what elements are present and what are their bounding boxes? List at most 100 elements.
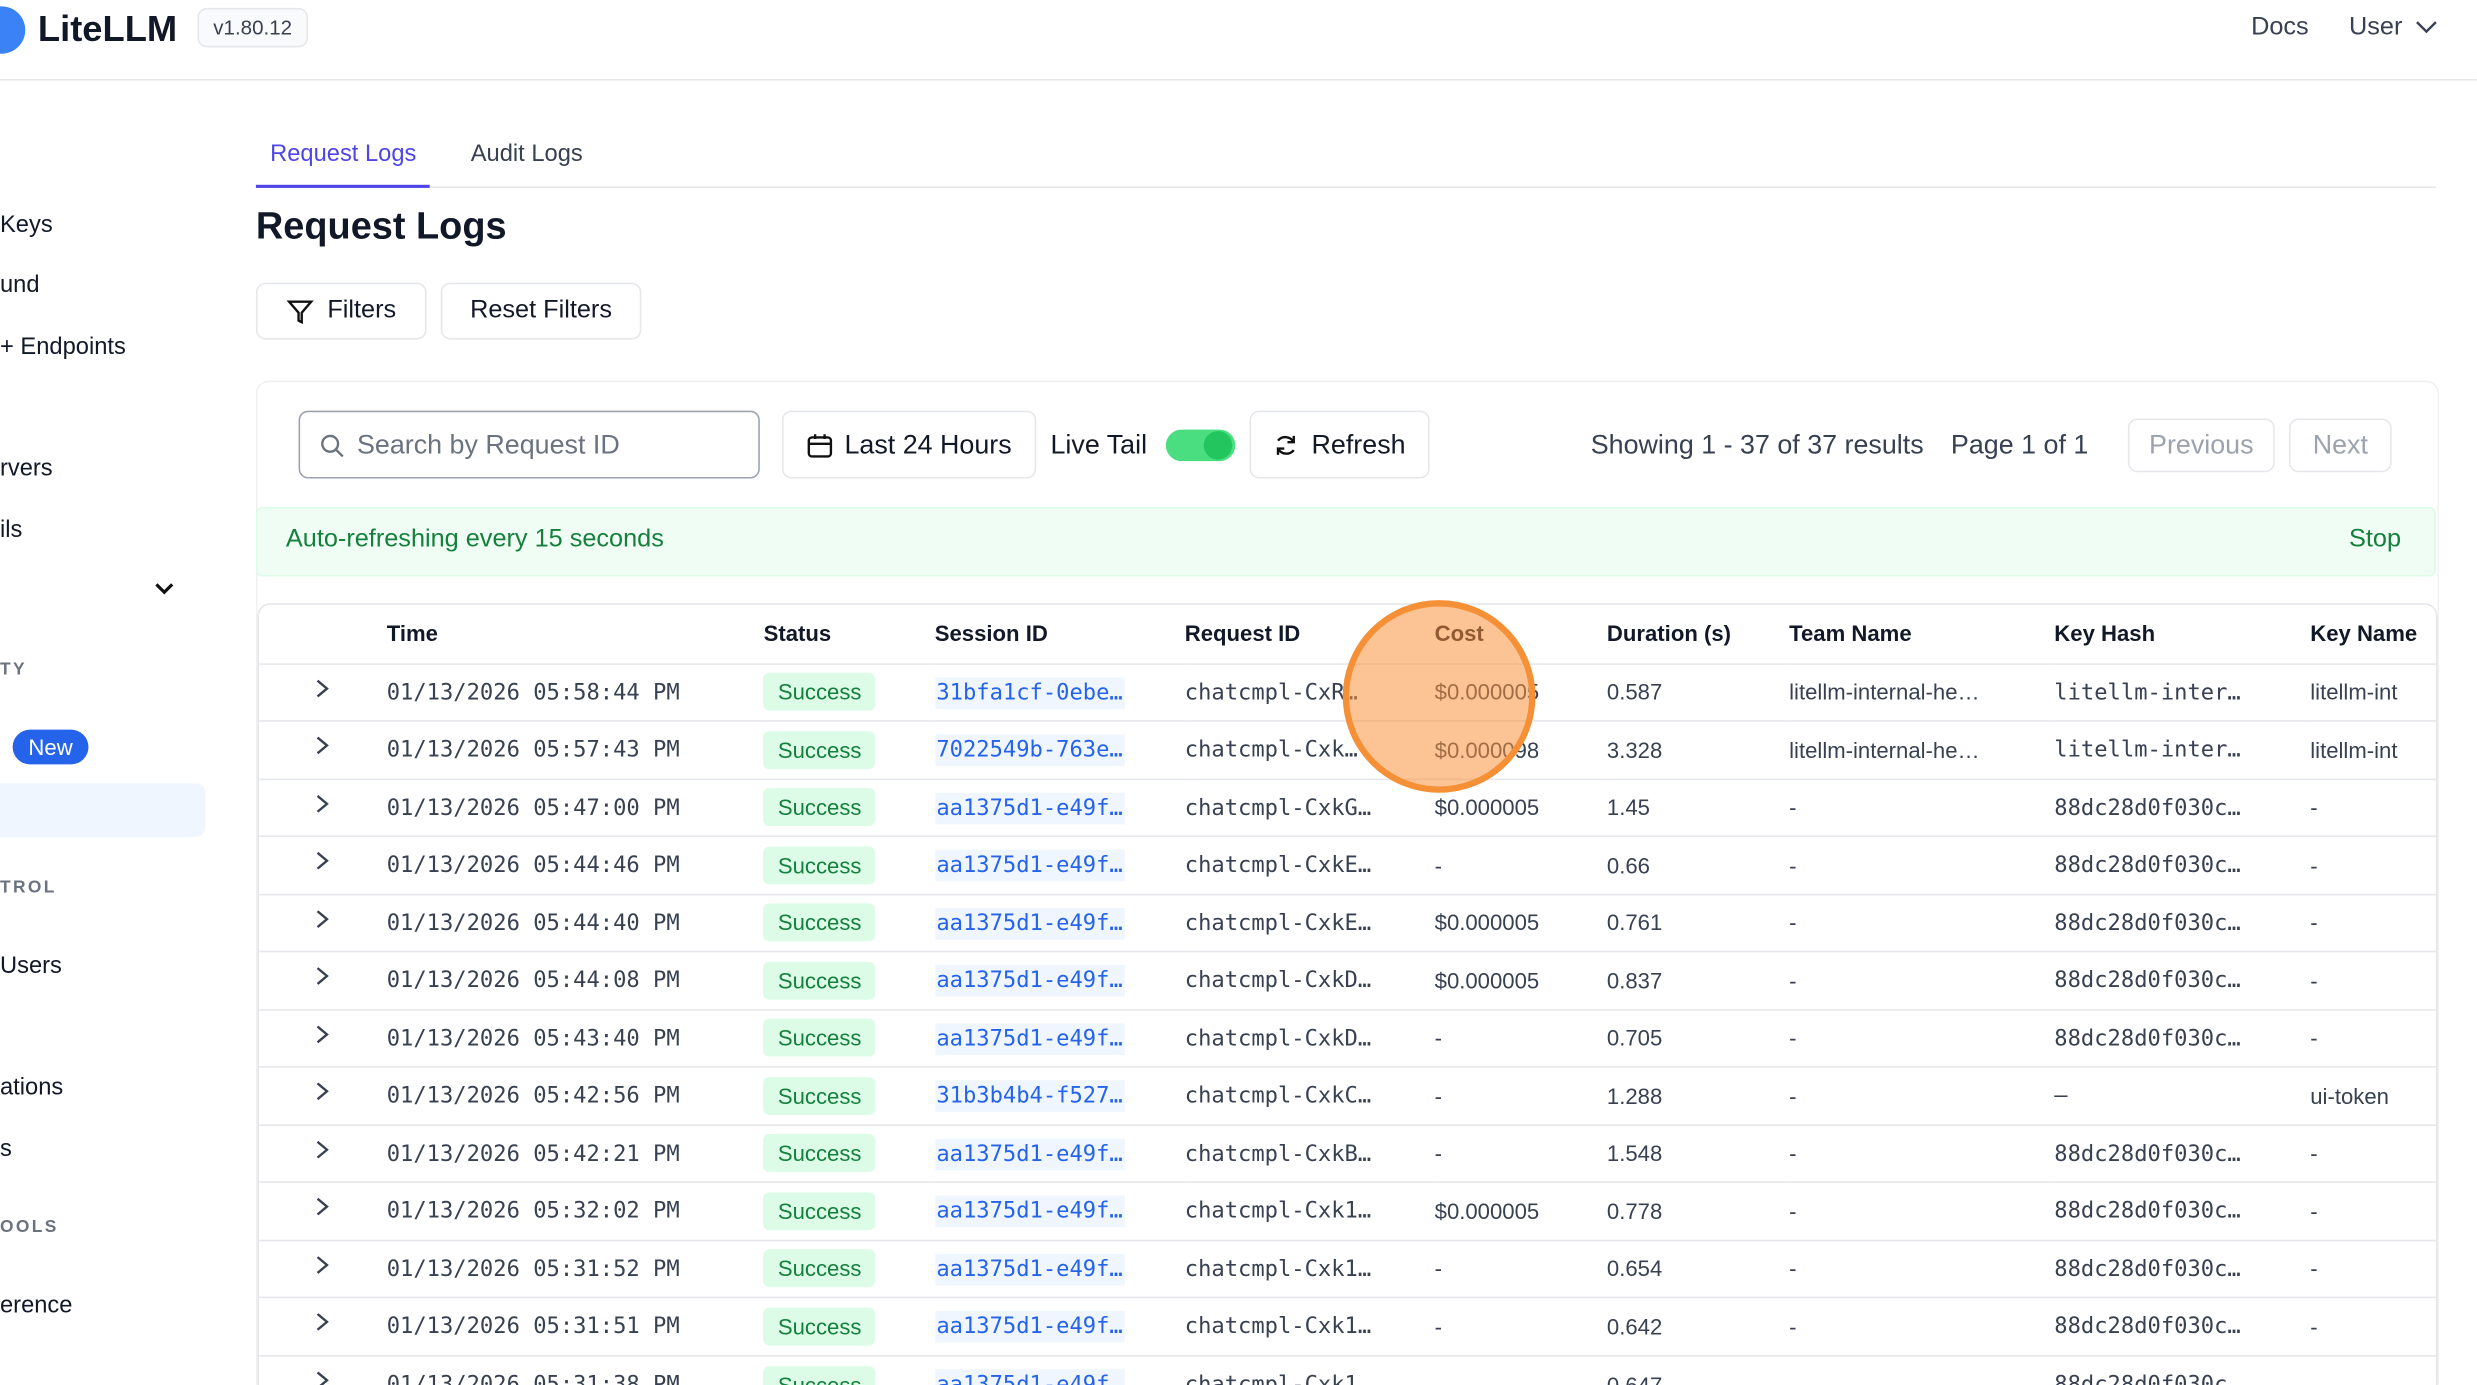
cell: – bbox=[2054, 1067, 2310, 1125]
time-range-button[interactable]: Last 24 Hours bbox=[781, 410, 1037, 479]
expand-icon[interactable] bbox=[315, 1369, 331, 1385]
sidebar-item[interactable]: ils bbox=[0, 516, 23, 544]
expand-cell[interactable] bbox=[259, 1009, 387, 1067]
previous-label[interactable]: Previous bbox=[2149, 429, 2254, 460]
log-row[interactable]: 01/13/2026 05:42:21 PM Success aa1375d1-e4… bbox=[259, 1124, 2436, 1182]
session-link[interactable]: aa1375d1-e49f… bbox=[934, 1138, 1125, 1170]
next-button[interactable]: Next bbox=[2288, 418, 2392, 473]
session-link[interactable]: aa1375d1-e49f… bbox=[934, 1369, 1125, 1385]
expand-cell[interactable] bbox=[259, 1067, 387, 1125]
expand-cell[interactable] bbox=[259, 836, 387, 894]
cell: - bbox=[1789, 894, 2054, 952]
session-link[interactable]: aa1375d1-e49f… bbox=[934, 1022, 1125, 1055]
sidebar-item[interactable]: und bbox=[0, 271, 40, 299]
log-row[interactable]: 01/13/2026 05:42:56 PM Success 31b3b4b4-f5… bbox=[259, 1066, 2436, 1125]
log-row[interactable]: 01/13/2026 05:44:46 PM Success aa1375d1-e4… bbox=[259, 836, 2436, 894]
expand-icon[interactable] bbox=[315, 1254, 331, 1276]
expand-cell[interactable] bbox=[259, 721, 387, 779]
expand-cell[interactable] bbox=[259, 1124, 387, 1182]
docs-link[interactable]: Docs bbox=[2251, 14, 2309, 42]
cell: 88dc28d0f030c… bbox=[2054, 779, 2310, 837]
expand-cell[interactable] bbox=[259, 1182, 387, 1240]
expand-cell[interactable] bbox=[259, 894, 387, 952]
expand-icon[interactable] bbox=[315, 735, 331, 757]
session-link[interactable]: 7022549b-763e… bbox=[934, 734, 1125, 767]
search-placeholder[interactable]: Search by Request ID bbox=[357, 428, 620, 459]
sidebar-item[interactable]: erence bbox=[0, 1291, 73, 1319]
session-link[interactable]: aa1375d1-e49f… bbox=[934, 1253, 1125, 1286]
cell-text: 88dc28d0f030c… bbox=[2054, 910, 2241, 937]
expand-cell[interactable] bbox=[259, 779, 387, 837]
expand-cell[interactable] bbox=[259, 952, 387, 1010]
tab-active[interactable]: Request Logs bbox=[270, 140, 417, 168]
log-row[interactable]: 01/13/2026 05:32:02 PM Success aa1375d1-e4… bbox=[259, 1182, 2436, 1240]
filters-button[interactable]: Filters bbox=[255, 282, 427, 340]
sidebar-item[interactable]: + Endpoints bbox=[0, 333, 126, 361]
cell-text: chatcmpl-Cxk1… bbox=[1185, 1372, 1371, 1385]
expand-icon[interactable] bbox=[315, 792, 331, 814]
session-link[interactable]: aa1375d1-e49f… bbox=[934, 792, 1125, 824]
expand-icon[interactable] bbox=[315, 965, 331, 987]
cell: 01/13/2026 05:32:02 PM bbox=[387, 1182, 764, 1240]
cell: 01/13/2026 05:42:56 PM bbox=[387, 1067, 764, 1125]
log-row[interactable]: 01/13/2026 05:47:00 PM Success aa1375d1-e4… bbox=[259, 778, 2436, 837]
session-link[interactable]: aa1375d1-e49f… bbox=[934, 965, 1125, 997]
session-link[interactable]: 31b3b4b4-f527… bbox=[934, 1080, 1125, 1113]
sidebar-item[interactable]: rvers bbox=[0, 454, 53, 482]
expand-cell[interactable] bbox=[259, 663, 387, 721]
sidebar-item[interactable]: Keys bbox=[0, 211, 53, 239]
cell: Success bbox=[763, 663, 935, 721]
cell: Success bbox=[763, 1009, 935, 1067]
session-link[interactable]: aa1375d1-e49f… bbox=[934, 1195, 1125, 1228]
next-label[interactable]: Next bbox=[2312, 429, 2368, 460]
banner-stop[interactable]: Stop bbox=[2349, 525, 2402, 553]
refresh-button[interactable]: Refresh bbox=[1249, 410, 1430, 479]
sidebar-item[interactable]: Users bbox=[0, 952, 62, 980]
log-row[interactable]: 01/13/2026 05:43:40 PM Success aa1375d1-e4… bbox=[259, 1009, 2436, 1067]
expand-icon[interactable] bbox=[315, 1196, 331, 1218]
expand-icon[interactable] bbox=[315, 1081, 331, 1103]
cell-text: chatcmpl-Cxk1… bbox=[1184, 1199, 1372, 1225]
user-label[interactable]: User bbox=[2349, 14, 2403, 42]
expand-icon[interactable] bbox=[315, 1138, 331, 1160]
expand-cell[interactable] bbox=[259, 1297, 387, 1355]
expand-cell[interactable] bbox=[259, 1240, 387, 1298]
cell: - bbox=[2310, 1182, 2436, 1240]
expand-icon[interactable] bbox=[315, 1023, 331, 1045]
log-row[interactable]: 01/13/2026 05:31:51 PM Success aa1375d1-e4… bbox=[259, 1297, 2436, 1355]
cell: - bbox=[1435, 1124, 1607, 1182]
previous-button[interactable]: Previous bbox=[2127, 418, 2275, 473]
filters-label[interactable]: Filters bbox=[327, 296, 397, 324]
session-link[interactable]: aa1375d1-e49f… bbox=[934, 1311, 1125, 1343]
reset-label[interactable]: Reset Filters bbox=[470, 296, 612, 324]
cell-text: litellm-internal-he… bbox=[1789, 679, 1980, 705]
session-link[interactable]: 31bfa1cf-0ebe… bbox=[934, 677, 1125, 709]
tab[interactable]: Audit Logs bbox=[470, 140, 583, 168]
log-row[interactable]: 01/13/2026 05:31:38 PM Success aa1375d1-e4… bbox=[259, 1355, 2436, 1385]
session-link[interactable]: aa1375d1-e49f… bbox=[934, 907, 1125, 940]
expand-cell[interactable] bbox=[259, 1355, 387, 1385]
cell: - bbox=[1789, 1355, 2054, 1385]
log-row[interactable]: 01/13/2026 05:44:40 PM Success aa1375d1-e4… bbox=[259, 893, 2436, 952]
expand-icon[interactable] bbox=[315, 850, 331, 872]
expand-icon[interactable] bbox=[315, 677, 331, 699]
sidebar-item[interactable]: New bbox=[12, 729, 89, 765]
log-row[interactable]: 01/13/2026 05:57:43 PM Success 7022549b-76… bbox=[259, 720, 2436, 779]
cell: - bbox=[1789, 1067, 2054, 1125]
sidebar-item[interactable]: s bbox=[0, 1135, 12, 1163]
session-link[interactable]: aa1375d1-e49f… bbox=[934, 850, 1125, 882]
search-input[interactable]: Search by Request ID bbox=[298, 410, 760, 479]
sidebar-item[interactable]: ations bbox=[0, 1073, 64, 1101]
reset-button[interactable]: Reset Filters bbox=[440, 282, 642, 340]
live-tail-toggle[interactable] bbox=[1165, 429, 1236, 462]
cell-text: - bbox=[2310, 1371, 2318, 1385]
time-range-label[interactable]: Last 24 Hours bbox=[844, 428, 1012, 459]
log-row[interactable]: 01/13/2026 05:31:52 PM Success aa1375d1-e4… bbox=[259, 1239, 2436, 1298]
refresh-label[interactable]: Refresh bbox=[1311, 428, 1406, 459]
expand-icon[interactable] bbox=[315, 1311, 331, 1333]
expand-icon[interactable] bbox=[315, 908, 331, 930]
logo[interactable]: LiteLLM bbox=[37, 7, 178, 49]
user-menu[interactable]: User bbox=[2349, 14, 2438, 42]
log-row[interactable]: 01/13/2026 05:44:08 PM Success aa1375d1-e4… bbox=[259, 951, 2436, 1010]
